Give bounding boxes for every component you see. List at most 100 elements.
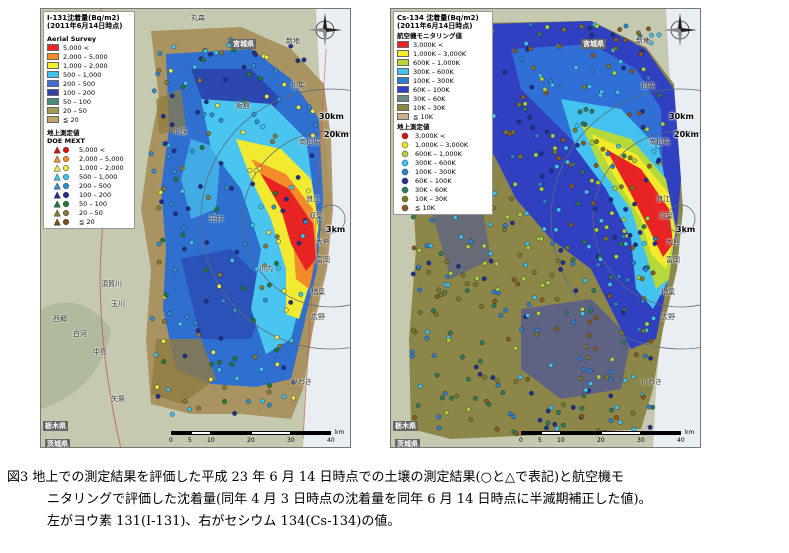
sample-point [426,269,431,275]
ring-3km-label: 3km [326,225,346,234]
legend-label: 2,000 – 5,000 [79,154,124,163]
circle-marker-icon [401,159,409,166]
sample-point [283,196,289,202]
sample-point [410,214,416,220]
sample-point [466,376,471,382]
sample-point [224,185,229,190]
sample-point [234,249,240,255]
i131-ground-sub: DOE MEXT [47,137,85,145]
sample-point [558,266,564,272]
sample-point [591,288,597,293]
sample-point [637,110,642,116]
sample-point [617,419,623,425]
sample-point [561,27,567,33]
i131-ground-row: 20 – 50 [47,208,131,217]
sample-point [632,201,638,207]
place-namie: 浪江 [656,195,670,203]
sample-point [410,271,416,277]
sample-point [253,168,259,174]
i131-ground-row: 2,000 – 5,000 [47,154,131,163]
sample-point [554,326,560,332]
sample-point [538,150,544,156]
sample-point [583,387,589,393]
sample-point [214,206,220,212]
place-tomioka: 富岡 [316,256,330,264]
sample-point [246,72,252,77]
sample-point [276,239,281,244]
sample-point [177,321,183,327]
sample-point [444,410,449,416]
sample-point [266,389,272,395]
sample-point [622,377,628,383]
sample-point [424,335,430,341]
color-swatch [397,68,409,75]
sample-point [565,159,571,165]
i131-ground-row: 200 – 500 [47,181,131,190]
color-swatch [397,50,409,57]
sample-point [222,77,228,82]
sample-point [531,65,536,70]
sample-point [558,247,564,253]
scale-tick: 0 [169,437,173,444]
place-hirono: 広野 [661,313,675,321]
sample-point [281,394,287,400]
sample-point [527,46,533,52]
sample-point [438,251,444,256]
sample-point [525,245,531,251]
triangle-circle-marker-icon [53,199,70,207]
circle-marker-icon [401,195,409,202]
sample-point [296,240,302,246]
i131-scale-bar: 0 5 10 20 30 40 km [169,429,346,445]
sample-point [207,52,213,57]
sample-point [199,145,205,150]
sample-point [492,298,498,304]
sample-point [535,327,541,333]
color-swatch [47,116,59,123]
legend-label: 10K – 30K [413,103,446,112]
sample-point [412,415,418,420]
sample-point [210,349,216,355]
sample-point [472,395,478,401]
sample-point [151,168,157,174]
sample-point [232,410,238,416]
legend-label: 50 – 100 [79,199,108,208]
sample-point [289,337,294,343]
sample-point [604,374,610,380]
legend-label: 10K – 30K [415,194,448,203]
sample-point [545,280,551,286]
sample-point [182,398,188,404]
sample-point [608,197,614,203]
sample-point [416,247,422,253]
sample-point [498,312,504,318]
sample-point [203,48,208,54]
sample-point [424,329,430,335]
sample-point [529,84,535,90]
sample-point [572,127,578,133]
sample-point [253,52,258,58]
scale-tick: 10 [557,437,565,444]
sample-point [510,154,516,160]
sample-point [157,51,163,56]
sample-point [277,343,283,349]
place-nishigo: 西郷 [53,315,67,323]
place-hirono: 広野 [311,313,325,321]
color-swatch [47,89,59,96]
place-tochigi: 栃木県 [43,421,68,431]
legend-label: 60K – 100K [413,85,450,94]
sample-point [533,152,539,158]
sample-point [274,361,280,367]
sample-point [581,84,587,90]
sample-point [511,277,517,283]
sample-point [307,104,312,110]
sample-point [532,295,538,301]
sample-point [452,215,458,220]
sample-point [466,406,471,412]
sample-point [252,354,258,360]
i131-ground-row: ≦ 20 [47,217,131,226]
sample-point [266,282,272,288]
sample-point [234,375,240,381]
sample-point [273,67,279,73]
sample-point [409,353,415,359]
place-futaba: 双葉 [309,212,323,220]
sample-point [181,225,187,231]
